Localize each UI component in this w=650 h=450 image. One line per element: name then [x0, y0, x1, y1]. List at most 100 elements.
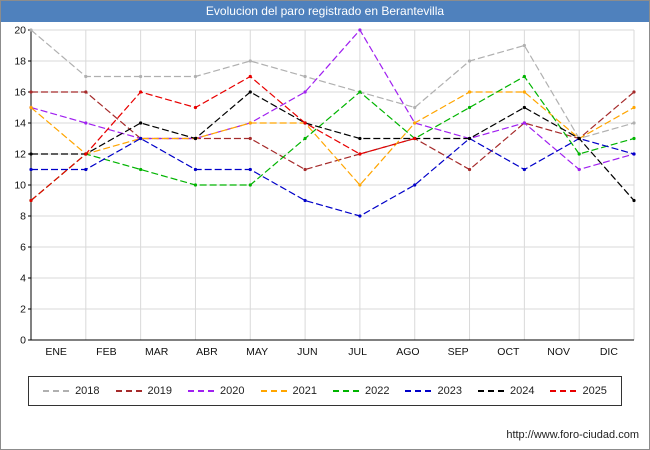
x-tick-label-mar: MAR: [145, 346, 169, 358]
series-point-2025: [193, 105, 198, 110]
series-line-2025: [30, 75, 415, 201]
y-tick-label: 18: [14, 56, 26, 68]
series-point-2025: [303, 121, 307, 125]
series-point-2024: [358, 136, 362, 141]
legend-label-2020: 2020: [220, 385, 245, 397]
legend-label-2023: 2023: [437, 385, 462, 397]
legend-item-2023: 2023: [405, 385, 462, 397]
series-point-2021: [29, 105, 33, 110]
series-line-2022: [30, 75, 635, 201]
y-tick-label: 0: [20, 335, 26, 347]
footer-link[interactable]: http://www.foro-ciudad.com: [506, 429, 639, 441]
series-point-2019: [84, 90, 88, 94]
series-point-2018: [84, 74, 88, 79]
legend-swatch-2022: [333, 390, 359, 392]
series-point-2018: [522, 43, 526, 48]
legend-item-2021: 2021: [260, 385, 317, 397]
series-line-2020: [30, 28, 635, 171]
x-tick-label-ene: ENE: [45, 346, 67, 358]
x-tick-label-may: MAY: [246, 346, 268, 358]
series-point-2025: [248, 74, 252, 79]
series-point-2025: [139, 90, 143, 94]
y-tick-label: 14: [14, 118, 26, 130]
legend-label-2021: 2021: [292, 385, 317, 397]
series-line-2019: [31, 91, 635, 171]
series-point-2022: [358, 90, 362, 94]
series-point-2019: [248, 136, 252, 141]
legend-item-2024: 2024: [477, 385, 534, 397]
series-point-2021: [522, 90, 526, 94]
legend-swatch-2019: [115, 390, 142, 392]
series-point-2024: [522, 105, 526, 110]
series-point-2023: [632, 152, 636, 156]
legend-label-2019: 2019: [147, 385, 173, 397]
footer: http://www.foro-ciudad.com: [506, 429, 639, 441]
series-point-2020: [358, 28, 362, 32]
series-point-2023: [413, 183, 417, 187]
series-point-2025: [413, 136, 417, 141]
series-point-2024: [577, 136, 581, 141]
series-point-2023: [303, 198, 307, 203]
series-point-2021: [467, 90, 472, 94]
series-point-2018: [467, 59, 472, 63]
series-point-2022: [303, 136, 307, 141]
chart-legend: 2018 2019 2020 2021 2022 2023 2024 2025: [1, 376, 649, 406]
x-tick-label-jul: JUL: [348, 346, 367, 358]
legend-label-2018: 2018: [75, 385, 100, 397]
legend-item-2018: 2018: [43, 385, 100, 397]
legend-swatch-2021: [260, 390, 287, 392]
series-point-2022: [193, 183, 198, 187]
series-point-2024: [248, 90, 252, 94]
y-tick-label: 16: [14, 87, 26, 99]
x-tick-label-oct: OCT: [497, 346, 520, 358]
series-point-2023: [29, 167, 33, 172]
series-point-2024: [139, 121, 143, 125]
series-point-2023: [522, 167, 526, 172]
x-tick-label-feb: FEB: [96, 346, 116, 358]
series-point-2023: [358, 214, 362, 218]
series-point-2018: [29, 28, 33, 32]
series-point-2022: [577, 152, 581, 156]
series-point-2025: [358, 152, 362, 156]
y-tick-label: 8: [20, 211, 26, 223]
series-point-2018: [139, 74, 143, 79]
legend-item-2020: 2020: [188, 385, 245, 397]
series-point-2023: [139, 136, 143, 141]
series-point-2018: [193, 74, 198, 79]
legend-item-2019: 2019: [115, 385, 173, 397]
y-tick-label: 10: [14, 180, 26, 192]
chart-legend-box: 2018 2019 2020 2021 2022 2023 2024 2025: [28, 376, 622, 406]
x-tick-label-nov: NOV: [547, 346, 570, 358]
legend-label-2025: 2025: [582, 385, 607, 397]
series-point-2024: [632, 198, 636, 203]
series-point-2019: [467, 167, 472, 172]
y-tick-label: 20: [14, 25, 26, 37]
legend-swatch-2018: [43, 390, 70, 392]
chart-title: Evolucion del paro registrado en Berante…: [1, 1, 649, 22]
legend-swatch-2025: [550, 390, 577, 392]
series-line-2021: [30, 91, 635, 186]
series-line-2023: [31, 137, 635, 217]
series-point-2020: [84, 121, 88, 125]
series-point-2022: [467, 105, 472, 110]
series-point-2021: [632, 105, 636, 110]
x-tick-label-jun: JUN: [297, 346, 317, 358]
line-chart-plot-area: 0 2 4 6 8 10 12 14 16 18 20 ENE FEB MAR ABR MAY JUN JUL AG…: [14, 25, 636, 358]
legend-item-2025: 2025: [550, 385, 607, 397]
series-line-2018: [30, 29, 635, 140]
series-point-2020: [303, 90, 307, 94]
series-point-2022: [632, 136, 636, 141]
series-point-2022: [522, 74, 526, 79]
series-point-2020: [577, 167, 581, 172]
x-tick-label-sep: SEP: [448, 346, 469, 358]
y-tick-label: 4: [20, 273, 26, 285]
x-tick-label-ago: AGO: [396, 346, 419, 358]
series-point-2023: [84, 167, 88, 172]
series-point-2021: [413, 121, 417, 125]
y-tick-label: 12: [14, 149, 26, 161]
series-point-2025: [84, 152, 88, 156]
x-tick-label-dic: DIC: [600, 346, 619, 358]
legend-swatch-2020: [188, 390, 215, 392]
x-tick-label-abr: ABR: [196, 346, 218, 358]
series-point-2018: [248, 59, 252, 63]
